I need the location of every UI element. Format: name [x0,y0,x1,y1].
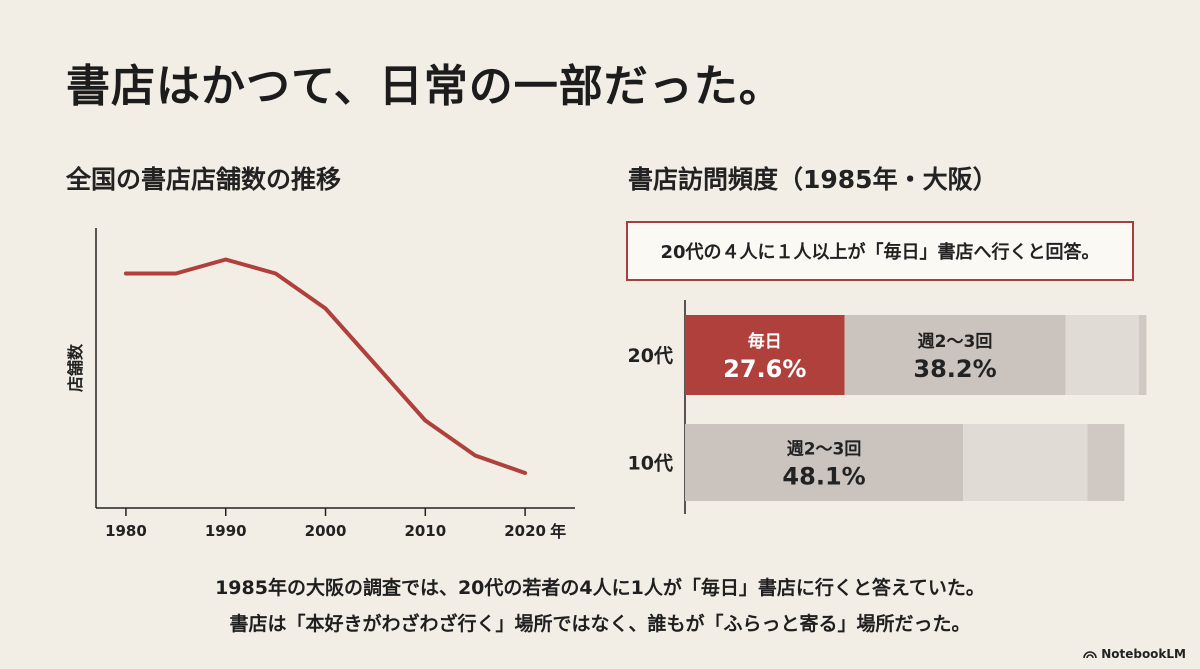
x-tick-label: 2010 [404,522,446,540]
x-axis-label: 年 [550,522,566,541]
bar-segment-0-0 [685,315,845,395]
x-tick-label: 1990 [205,522,247,540]
bar-segment-0-3 [1138,315,1147,395]
y-axis-label: 店舗数 [66,343,85,392]
footer-line-1: 1985年の大阪の調査では、20代の若者の4人に1人が「毎日」書店に行くと答えて… [215,577,985,599]
segment-name-label: 週2〜3回 [787,440,862,460]
page-title: 書店はかつて、日常の一部だった。 [66,61,784,112]
category-label-0: 20代 [628,345,673,367]
bar-segment-1-2 [1087,424,1125,501]
series-line [123,257,528,475]
bar-segment-0-1 [844,315,1066,395]
brand-mark: NotebookLM [1083,647,1186,661]
segment-value-label: 48.1% [782,463,865,491]
notebooklm-icon [1083,651,1097,659]
segment-name-label: 毎日 [748,331,782,352]
callout-box: 20代の４人に１人以上が「毎日」書店へ行くと回答。 [626,221,1134,281]
segment-value-label: 38.2% [913,355,996,383]
bar-segment-1-0 [685,424,964,501]
brand-label: NotebookLM [1101,647,1186,661]
line-chart-title: 全国の書店店舗数の推移 [66,165,342,194]
segment-value-label: 27.6% [723,355,806,383]
footer-line-2: 書店は「本好きがわざわざ行く」場所ではなく、誰もが「ふらっと寄る」場所だった。 [229,613,971,635]
bar-segment-0-2 [1065,315,1139,395]
category-label-1: 10代 [628,453,673,475]
x-tick-label: 1980 [105,522,147,540]
bar-chart-title: 書店訪問頻度（1985年・大阪） [628,165,998,194]
segment-name-label: 週2〜3回 [918,332,993,352]
x-tick-label: 2020 [504,522,546,540]
x-tick-label: 2000 [305,522,347,540]
bar-segment-1-1 [963,424,1088,501]
callout-text: 20代の４人に１人以上が「毎日」書店へ行くと回答。 [660,242,1100,263]
